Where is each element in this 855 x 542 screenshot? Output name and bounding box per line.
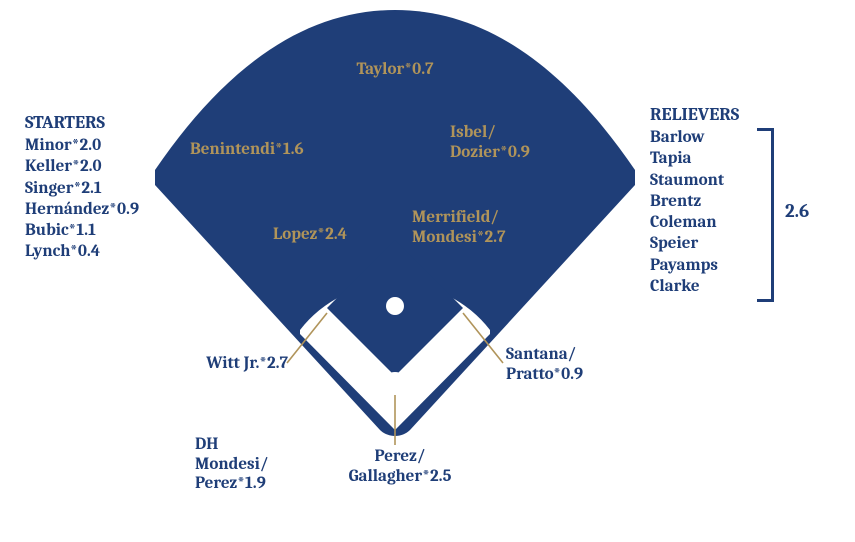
list-item: Hernández*0.9	[25, 199, 139, 220]
position-2b: Merrifield/ Mondesi*2.7	[412, 208, 505, 247]
list-item: Staumont	[650, 170, 724, 191]
position-rf-line2: Dozier*0.9	[450, 143, 530, 162]
list-item: Barlow	[650, 127, 724, 148]
position-dh-line2: Perez*1.9	[195, 474, 266, 493]
position-1b-line2: Pratto*0.9	[506, 365, 583, 384]
list-item: Minor*2.0	[25, 135, 139, 156]
starters-header: STARTERS	[25, 113, 105, 134]
position-ss-text: Lopez*2.4	[273, 225, 347, 244]
list-item: Brentz	[650, 191, 724, 212]
list-item: Singer*2.1	[25, 178, 139, 199]
position-rf: Isbel/ Dozier*0.9	[450, 123, 530, 162]
position-dh-header: DH	[195, 435, 219, 454]
position-1b: Santana/ Pratto*0.9	[506, 345, 583, 384]
position-2b-line1: Merrifield/	[412, 208, 499, 227]
relievers-bracket-icon	[757, 128, 774, 302]
list-item: Tapia	[650, 148, 724, 169]
position-c-line2: Gallagher*2.5	[349, 467, 452, 486]
pitchers-mound	[386, 297, 404, 315]
relievers-list: Barlow Tapia Staumont Brentz Coleman Spe…	[650, 127, 724, 297]
position-2b-line2: Mondesi*2.7	[412, 228, 505, 247]
position-3b: Witt Jr.*2.7	[165, 354, 288, 374]
relievers-group-war: 2.6	[785, 200, 809, 222]
list-item: Lynch*0.4	[25, 241, 139, 262]
position-lf-text: Benintendi*1.6	[190, 140, 304, 159]
list-item: Payamps	[650, 255, 724, 276]
list-item: Bubic*1.1	[25, 220, 139, 241]
position-dh: DH Mondesi/ Perez*1.9	[195, 435, 268, 494]
position-cf-text: Taylor*0.7	[356, 60, 433, 79]
relievers-header: RELIEVERS	[650, 105, 739, 126]
position-1b-line1: Santana/	[506, 345, 576, 364]
position-ss: Lopez*2.4	[273, 225, 347, 245]
list-item: Keller*2.0	[25, 156, 139, 177]
position-c-line1: Perez/	[375, 447, 426, 466]
position-rf-line1: Isbel/	[450, 123, 496, 142]
list-item: Speier	[650, 233, 724, 254]
position-3b-text: Witt Jr.*2.7	[206, 354, 288, 373]
position-dh-line1: Mondesi/	[195, 455, 268, 474]
position-c: Perez/ Gallagher*2.5	[330, 447, 470, 486]
position-cf: Taylor*0.7	[345, 60, 445, 80]
list-item: Clarke	[650, 276, 724, 297]
depth-chart-diagram: Taylor*0.7 Benintendi*1.6 Isbel/ Dozier*…	[0, 0, 855, 542]
starters-list: Minor*2.0 Keller*2.0 Singer*2.1 Hernánde…	[25, 135, 139, 263]
position-lf: Benintendi*1.6	[190, 140, 304, 160]
list-item: Coleman	[650, 212, 724, 233]
